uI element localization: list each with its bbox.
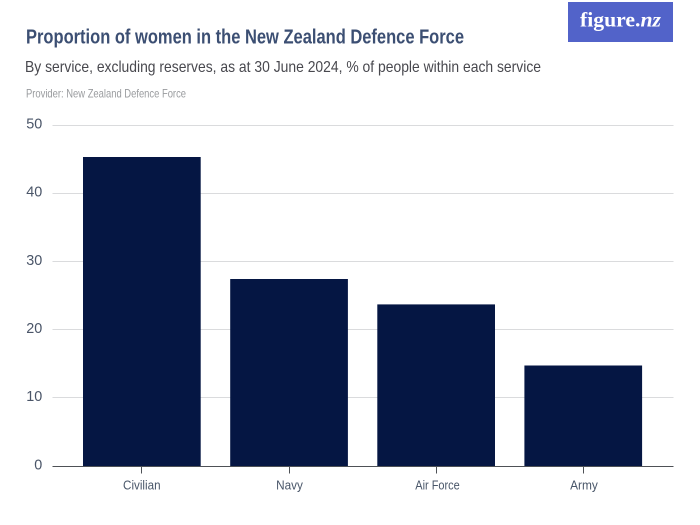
svg-text:By service, excluding reserves: By service, excluding reserves, as at 30… (25, 59, 541, 76)
svg-text:Provider: New Zealand Defence: Provider: New Zealand Defence Force (26, 86, 186, 100)
svg-text:30: 30 (26, 252, 42, 269)
svg-text:Proportion of women in the New: Proportion of women in the New Zealand D… (26, 27, 464, 49)
svg-text:Navy: Navy (276, 477, 303, 492)
svg-text:Air Force: Air Force (415, 477, 460, 492)
svg-text:0: 0 (34, 456, 42, 473)
svg-text:figure.nz: figure.nz (580, 7, 662, 31)
svg-text:10: 10 (26, 388, 42, 405)
svg-text:40: 40 (26, 184, 42, 201)
svg-text:20: 20 (26, 320, 42, 337)
svg-text:50: 50 (26, 115, 42, 132)
svg-text:Civilian: Civilian (123, 477, 161, 492)
svg-text:Army: Army (570, 477, 598, 492)
